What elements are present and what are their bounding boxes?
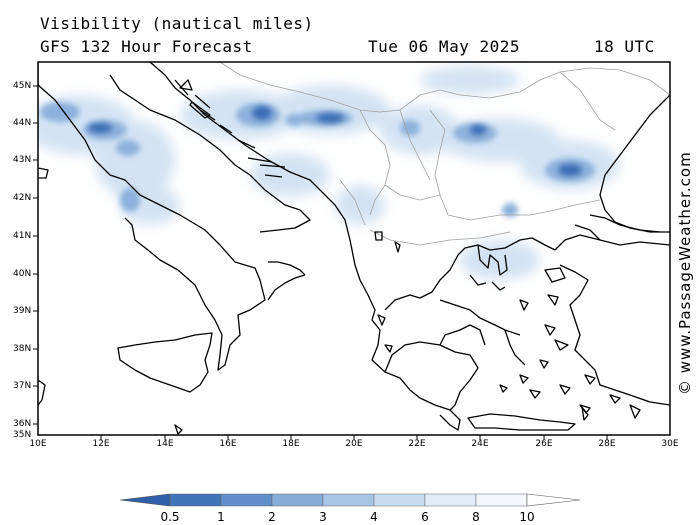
copyright-credit: © www.PassageWeather.com bbox=[676, 151, 694, 395]
lon-label: 30E bbox=[661, 439, 679, 449]
visibility-shading bbox=[38, 66, 620, 280]
lat-label: 40N bbox=[13, 269, 32, 279]
lat-label: 44N bbox=[13, 118, 32, 128]
lon-label: 10E bbox=[29, 439, 47, 449]
colorbar-label: 8 bbox=[472, 510, 480, 524]
colorbar-bin bbox=[322, 493, 375, 507]
colorbar-label: 10 bbox=[519, 510, 535, 524]
colorbar-label: 1 bbox=[217, 510, 225, 524]
colorbar bbox=[119, 493, 581, 507]
lon-label: 20E bbox=[345, 439, 363, 449]
forecast-time: 18 UTC bbox=[594, 37, 655, 56]
colorbar-label: 4 bbox=[370, 510, 378, 524]
colorbar-lower-arrow bbox=[119, 493, 171, 507]
country-borders bbox=[219, 62, 670, 246]
lat-label: 39N bbox=[13, 306, 32, 316]
lon-label: 24E bbox=[471, 439, 489, 449]
lon-label: 18E bbox=[282, 439, 300, 449]
map-title: Visibility (nautical miles) bbox=[40, 14, 314, 33]
map-frame bbox=[37, 61, 671, 436]
colorbar-label: 3 bbox=[319, 510, 327, 524]
lat-label: 43N bbox=[13, 155, 32, 165]
colorbar-label: 6 bbox=[421, 510, 429, 524]
lon-label: 22E bbox=[408, 439, 426, 449]
lon-ticks bbox=[100, 435, 608, 440]
lon-label: 16E bbox=[219, 439, 237, 449]
lat-label: 36N bbox=[13, 419, 32, 429]
lon-label: 12E bbox=[92, 439, 110, 449]
lat-label: 35N bbox=[13, 430, 32, 440]
coastlines bbox=[38, 62, 670, 435]
lon-label: 14E bbox=[156, 439, 174, 449]
colorbar-bin bbox=[424, 493, 477, 507]
lat-label: 37N bbox=[13, 381, 32, 391]
colorbar-bin bbox=[169, 493, 222, 507]
lat-label: 38N bbox=[13, 344, 32, 354]
colorbar-bin bbox=[475, 493, 528, 507]
colorbar-label: 2 bbox=[268, 510, 276, 524]
lat-ticks bbox=[33, 85, 38, 425]
colorbar-bin bbox=[271, 493, 324, 507]
lat-label: 45N bbox=[13, 81, 32, 91]
colorbar-label: 0.5 bbox=[160, 510, 180, 524]
forecast-subtitle: GFS 132 Hour Forecast bbox=[40, 37, 253, 56]
lat-label: 41N bbox=[13, 231, 32, 241]
colorbar-upper-arrow bbox=[526, 493, 581, 507]
colorbar-bin bbox=[220, 493, 273, 507]
lon-label: 26E bbox=[535, 439, 553, 449]
colorbar-bin bbox=[373, 493, 426, 507]
lat-label: 42N bbox=[13, 193, 32, 203]
forecast-date: Tue 06 May 2025 bbox=[368, 37, 520, 56]
lon-label: 28E bbox=[598, 439, 616, 449]
